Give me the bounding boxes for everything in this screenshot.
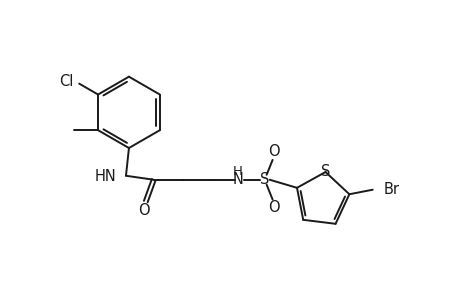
Text: Cl: Cl [59,74,73,89]
Text: O: O [138,203,149,218]
Text: H: H [232,165,242,178]
Text: Br: Br [383,182,399,197]
Text: N: N [232,172,243,187]
Text: S: S [259,172,269,187]
Text: O: O [267,200,279,215]
Text: S: S [320,164,330,178]
Text: HN: HN [94,169,116,184]
Text: O: O [267,145,279,160]
